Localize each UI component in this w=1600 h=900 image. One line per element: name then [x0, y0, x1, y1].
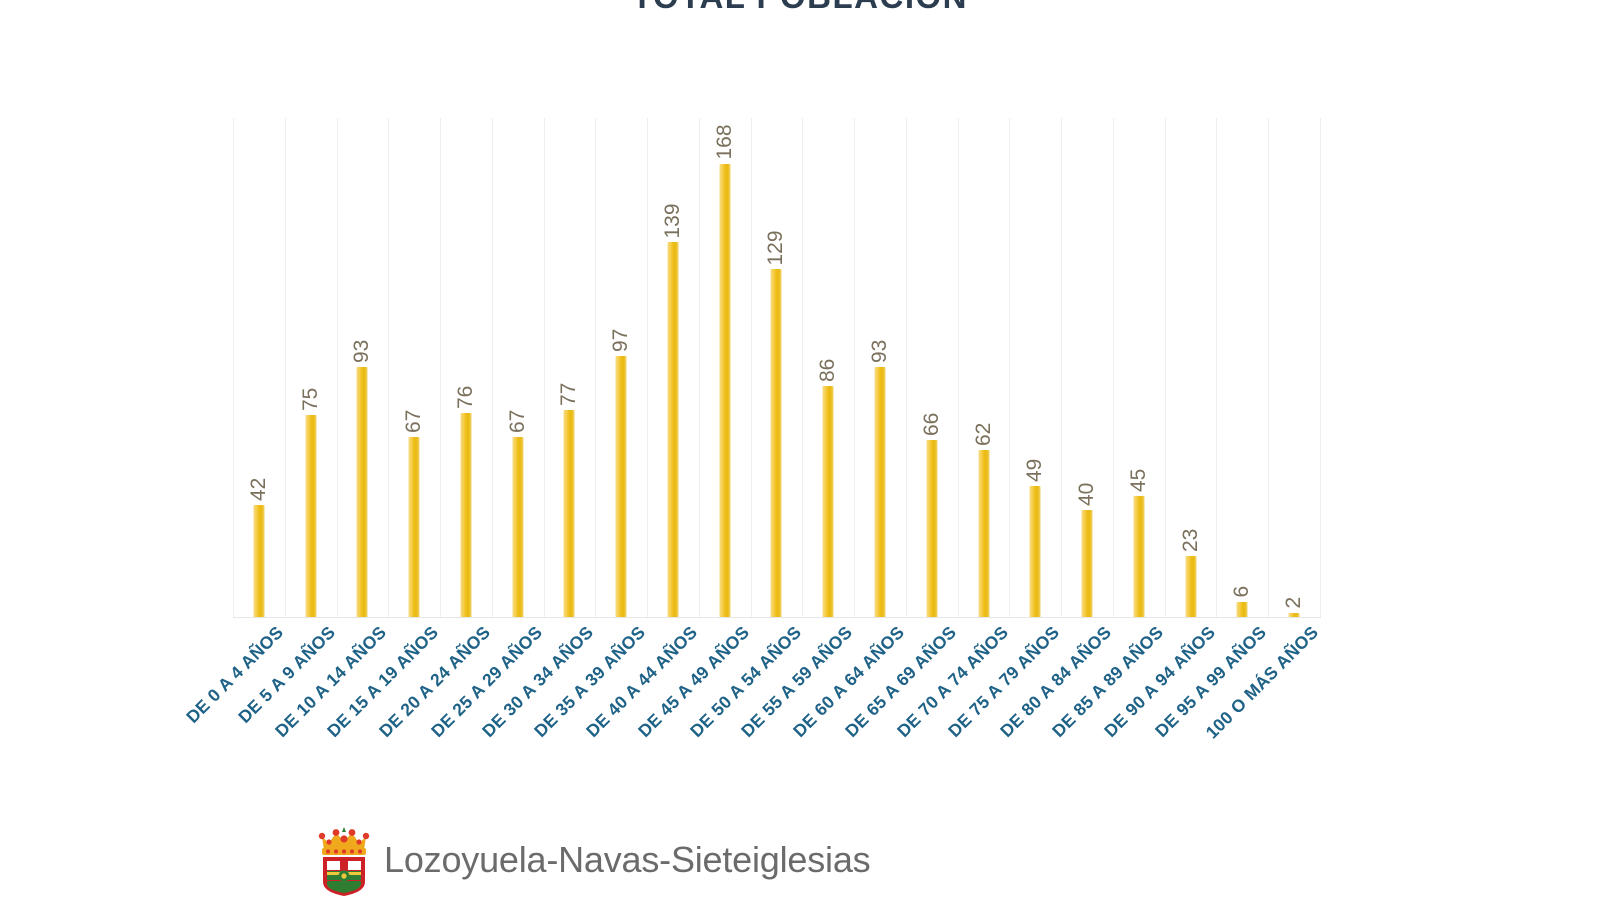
chart-bar-value-label: 76	[453, 385, 477, 409]
chart-bar[interactable]	[1081, 509, 1093, 618]
chart-bar-slot: 75	[285, 118, 337, 618]
chart-baseline-axis	[233, 617, 1321, 618]
chart-bar-value-label: 86	[816, 358, 840, 382]
chart-bar-slot: 97	[595, 118, 647, 618]
chart-bar-slot: 67	[388, 118, 440, 618]
chart-bar[interactable]	[1133, 496, 1145, 618]
chart-bar-value-label: 139	[660, 203, 684, 239]
chart-gridline	[284, 118, 286, 618]
chart-bar-value-label: 67	[402, 409, 426, 433]
footer: Lozoyuela-Navas-Sieteiglesias	[316, 824, 871, 896]
chart-bar-slot: 77	[544, 118, 596, 618]
chart-bar-slot: 129	[751, 118, 803, 618]
chart-bar[interactable]	[1236, 601, 1248, 618]
chart-bar-value-label: 40	[1075, 482, 1099, 506]
chart-bar-value-label: 45	[1126, 469, 1150, 493]
chart-bar[interactable]	[305, 415, 317, 618]
chart-bar-slot: 76	[440, 118, 492, 618]
chart-bar[interactable]	[460, 412, 472, 618]
chart-bar-value-label: 75	[298, 387, 322, 412]
chart-bar-slot: 23	[1165, 118, 1217, 618]
chart-bar[interactable]	[926, 439, 938, 618]
chart-gridlines	[233, 118, 1321, 618]
chart-gridline	[1112, 118, 1114, 618]
chart-bar-value-label: 6	[1230, 586, 1254, 598]
footer-municipality-label: Lozoyuela-Navas-Sieteiglesias	[384, 839, 871, 880]
chart-gridline	[336, 118, 338, 618]
chart-gridline	[750, 118, 752, 618]
chart-bar-slot: 42	[233, 118, 285, 618]
chart-bars-layer: 42 75 93 67 76 67 77 97 139 168 129 86 93 66 62 49 40 45 2…	[233, 118, 1320, 618]
chart-bar-value-label: 62	[971, 423, 995, 447]
chart-bar-slot: 40	[1061, 118, 1113, 618]
chart-bar-slot: 49	[1009, 118, 1061, 618]
chart-bar[interactable]	[1029, 485, 1041, 618]
chart-bar-value-label: 49	[1023, 458, 1047, 482]
chart-plot-area: 42 75 93 67 76 67 77 97 139 168 129 86 93 66 62 49 40 45 2…	[233, 118, 1321, 618]
chart-bar-slot: 66	[906, 118, 958, 618]
chart-bar-value-label: 168	[712, 124, 736, 160]
coat-of-arms-icon	[318, 827, 370, 896]
chart-gridline	[854, 118, 856, 618]
chart-bar-value-label: 66	[919, 412, 943, 436]
chart-bar[interactable]	[978, 450, 990, 618]
chart-gridline	[233, 118, 234, 618]
chart-bar-value-label: 93	[868, 339, 892, 363]
chart-gridline	[698, 118, 700, 618]
chart-gridline	[491, 118, 493, 618]
chart-bar[interactable]	[615, 355, 627, 618]
chart-gridline	[440, 118, 442, 618]
chart-bar-value-label: 97	[609, 328, 633, 352]
chart-bar[interactable]	[874, 366, 886, 618]
chart-bar[interactable]	[719, 163, 731, 618]
chart-bar[interactable]	[667, 242, 679, 618]
chart-bar-slot: 168	[699, 118, 751, 618]
chart-gridline	[647, 118, 649, 618]
chart-bar-value-label: 77	[557, 382, 581, 406]
chart-gridline	[1320, 118, 1321, 618]
chart-bar-value-label: 42	[246, 477, 270, 501]
chart-gridline	[802, 118, 804, 618]
chart-bar-value-label: 129	[764, 230, 788, 266]
chart-gridline	[905, 118, 907, 618]
chart-gridline	[595, 118, 597, 618]
chart-gridline	[543, 118, 545, 618]
chart-bar-slot: 86	[802, 118, 854, 618]
chart-gridline	[1009, 118, 1011, 618]
chart-gridline	[957, 118, 959, 618]
chart-bar[interactable]	[408, 436, 420, 618]
chart-bar[interactable]	[356, 366, 368, 618]
chart-bar-slot: 93	[337, 118, 389, 618]
chart-bar-value-label: 23	[1178, 528, 1202, 552]
chart-gridline	[1164, 118, 1166, 618]
chart-bar-slot: 93	[854, 118, 906, 618]
chart-x-axis-labels: DE 0 A 4 AÑOS DE 5 A 9 AÑOS DE 10 A 14 AÑO…	[182, 622, 1322, 832]
chart-gridline	[1268, 118, 1270, 618]
chart-bar[interactable]	[822, 385, 834, 618]
chart-bar-value-label: 93	[350, 339, 374, 363]
chart-bar[interactable]	[512, 436, 524, 618]
page-title: TOTAL POBLACIÓN	[0, 0, 1600, 16]
chart-bar-slot: 2	[1268, 118, 1320, 618]
chart-bar-slot: 139	[647, 118, 699, 618]
chart-gridline	[1061, 118, 1063, 618]
chart-bar[interactable]	[253, 504, 265, 618]
chart-bar[interactable]	[1288, 612, 1300, 618]
chart-bar-slot: 6	[1216, 118, 1268, 618]
chart-bar-slot: 45	[1113, 118, 1165, 618]
chart-bar[interactable]	[770, 269, 782, 618]
chart-bar-slot: 67	[492, 118, 544, 618]
chart-bar[interactable]	[1185, 555, 1197, 618]
chart-bar-value-label: 67	[505, 409, 529, 433]
chart-bar[interactable]	[563, 409, 575, 618]
chart-gridline	[1216, 118, 1218, 618]
chart-bar-slot: 62	[958, 118, 1010, 618]
chart-gridline	[388, 118, 390, 618]
chart-bar-value-label: 2	[1282, 596, 1306, 609]
